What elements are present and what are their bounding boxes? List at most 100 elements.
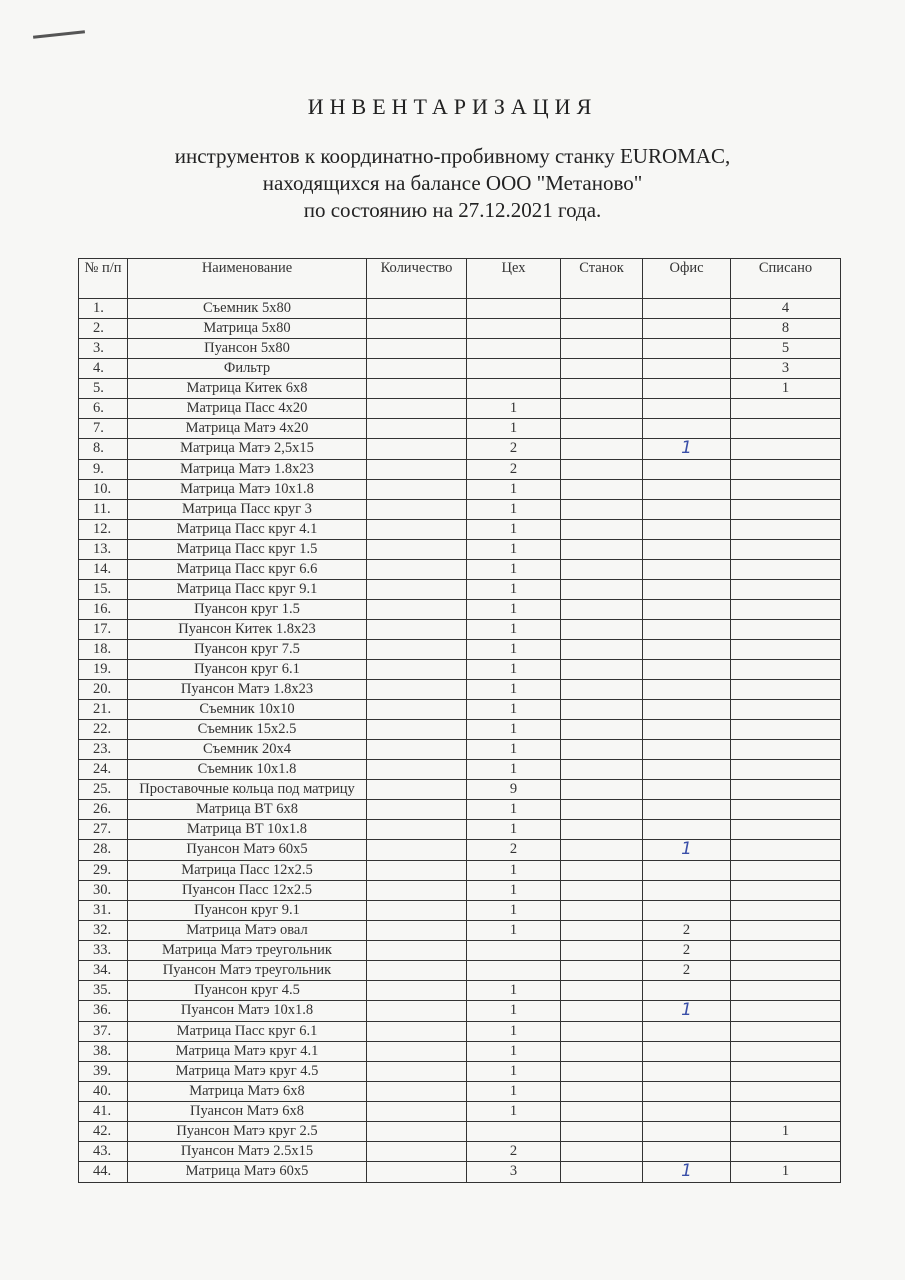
cell-written-off (730, 659, 841, 680)
table-row: 26. Матрица ВТ 6х8 1 (78, 799, 841, 820)
table-row: 28. Пуансон Матэ 60х5 2 1 (78, 839, 841, 861)
cell-workshop: 1 (466, 659, 561, 680)
cell-written-off: 8 (730, 318, 841, 339)
cell-number: 4. (78, 358, 128, 379)
cell-office: 1 (642, 839, 731, 861)
table-row: 1. Съемник 5х80 4 (78, 298, 841, 319)
cell-office (642, 1081, 731, 1102)
cell-name: Матрица Пасс круг 3 (127, 499, 367, 520)
cell-name: Матрица Матэ треугольник (127, 940, 367, 961)
cell-quantity (366, 499, 467, 520)
cell-workshop: 1 (466, 920, 561, 941)
cell-machine (560, 579, 643, 600)
table-row: 24. Съемник 10х1.8 1 (78, 759, 841, 780)
cell-number: 25. (78, 779, 128, 800)
table-row: 42. Пуансон Матэ круг 2.5 1 (78, 1121, 841, 1142)
cell-name: Матрица ВТ 10х1.8 (127, 819, 367, 840)
cell-workshop: 1 (466, 1041, 561, 1062)
cell-quantity (366, 920, 467, 941)
cell-office (642, 579, 731, 600)
cell-quantity (366, 739, 467, 760)
cell-name: Пуансон Пасс 12х2.5 (127, 880, 367, 901)
cell-workshop: 1 (466, 519, 561, 540)
handwritten-value: 1 (681, 1161, 692, 1181)
cell-machine (560, 1041, 643, 1062)
table-row: 13. Матрица Пасс круг 1.5 1 (78, 539, 841, 560)
cell-quantity (366, 880, 467, 901)
cell-number: 42. (78, 1121, 128, 1142)
cell-number: 22. (78, 719, 128, 740)
cell-number: 43. (78, 1141, 128, 1162)
cell-number: 3. (78, 338, 128, 359)
cell-number: 28. (78, 839, 128, 861)
table-row: 16. Пуансон круг 1.5 1 (78, 599, 841, 620)
cell-machine (560, 779, 643, 800)
cell-written-off (730, 819, 841, 840)
cell-quantity (366, 1081, 467, 1102)
cell-office: 2 (642, 920, 731, 941)
cell-quantity (366, 539, 467, 560)
cell-number: 41. (78, 1101, 128, 1122)
cell-name: Матрица Китек 6х8 (127, 378, 367, 399)
cell-written-off (730, 398, 841, 419)
cell-workshop (466, 1121, 561, 1142)
cell-name: Матрица Матэ 10х1.8 (127, 479, 367, 500)
cell-number: 34. (78, 960, 128, 981)
cell-workshop: 2 (466, 839, 561, 861)
cell-quantity (366, 459, 467, 480)
cell-quantity (366, 338, 467, 359)
cell-name: Пуансон Матэ 1.8х23 (127, 679, 367, 700)
cell-quantity (366, 659, 467, 680)
cell-machine (560, 599, 643, 620)
cell-workshop: 1 (466, 860, 561, 881)
cell-name: Матрица Пасс круг 4.1 (127, 519, 367, 540)
cell-quantity (366, 579, 467, 600)
cell-quantity (366, 1021, 467, 1042)
cell-machine (560, 860, 643, 881)
cell-name: Матрица Матэ 6х8 (127, 1081, 367, 1102)
cell-workshop: 1 (466, 559, 561, 580)
table-row: 20. Пуансон Матэ 1.8х23 1 (78, 679, 841, 700)
cell-workshop: 1 (466, 739, 561, 760)
cell-workshop: 1 (466, 1081, 561, 1102)
cell-quantity (366, 479, 467, 500)
cell-written-off (730, 479, 841, 500)
cell-machine (560, 398, 643, 419)
table-row: 5. Матрица Китек 6х8 1 (78, 378, 841, 399)
cell-machine (560, 980, 643, 1001)
cell-number: 6. (78, 398, 128, 419)
cell-machine (560, 719, 643, 740)
table-row: 18. Пуансон круг 7.5 1 (78, 639, 841, 660)
cell-office: 2 (642, 960, 731, 981)
cell-written-off (730, 960, 841, 981)
cell-written-off (730, 719, 841, 740)
cell-machine (560, 1021, 643, 1042)
cell-name: Проставочные кольца под матрицу (127, 779, 367, 800)
header-name: Наименование (127, 258, 367, 299)
cell-workshop: 1 (466, 799, 561, 820)
cell-name: Матрица Пасс круг 1.5 (127, 539, 367, 560)
cell-number: 35. (78, 980, 128, 1001)
cell-quantity (366, 779, 467, 800)
cell-quantity (366, 398, 467, 419)
cell-number: 36. (78, 1000, 128, 1022)
cell-workshop: 1 (466, 619, 561, 640)
cell-written-off (730, 519, 841, 540)
cell-office (642, 539, 731, 560)
cell-name: Матрица 5х80 (127, 318, 367, 339)
cell-written-off: 3 (730, 358, 841, 379)
cell-number: 9. (78, 459, 128, 480)
cell-workshop: 1 (466, 418, 561, 439)
cell-name: Матрица Пасс круг 6.6 (127, 559, 367, 580)
table-row: 25. Проставочные кольца под матрицу 9 (78, 779, 841, 800)
cell-quantity (366, 860, 467, 881)
cell-machine (560, 759, 643, 780)
cell-number: 17. (78, 619, 128, 640)
cell-number: 12. (78, 519, 128, 540)
table-row: 34. Пуансон Матэ треугольник 2 (78, 960, 841, 981)
cell-quantity (366, 940, 467, 961)
cell-number: 37. (78, 1021, 128, 1042)
table-row: 36. Пуансон Матэ 10х1.8 1 1 (78, 1000, 841, 1022)
cell-office (642, 860, 731, 881)
cell-written-off (730, 759, 841, 780)
